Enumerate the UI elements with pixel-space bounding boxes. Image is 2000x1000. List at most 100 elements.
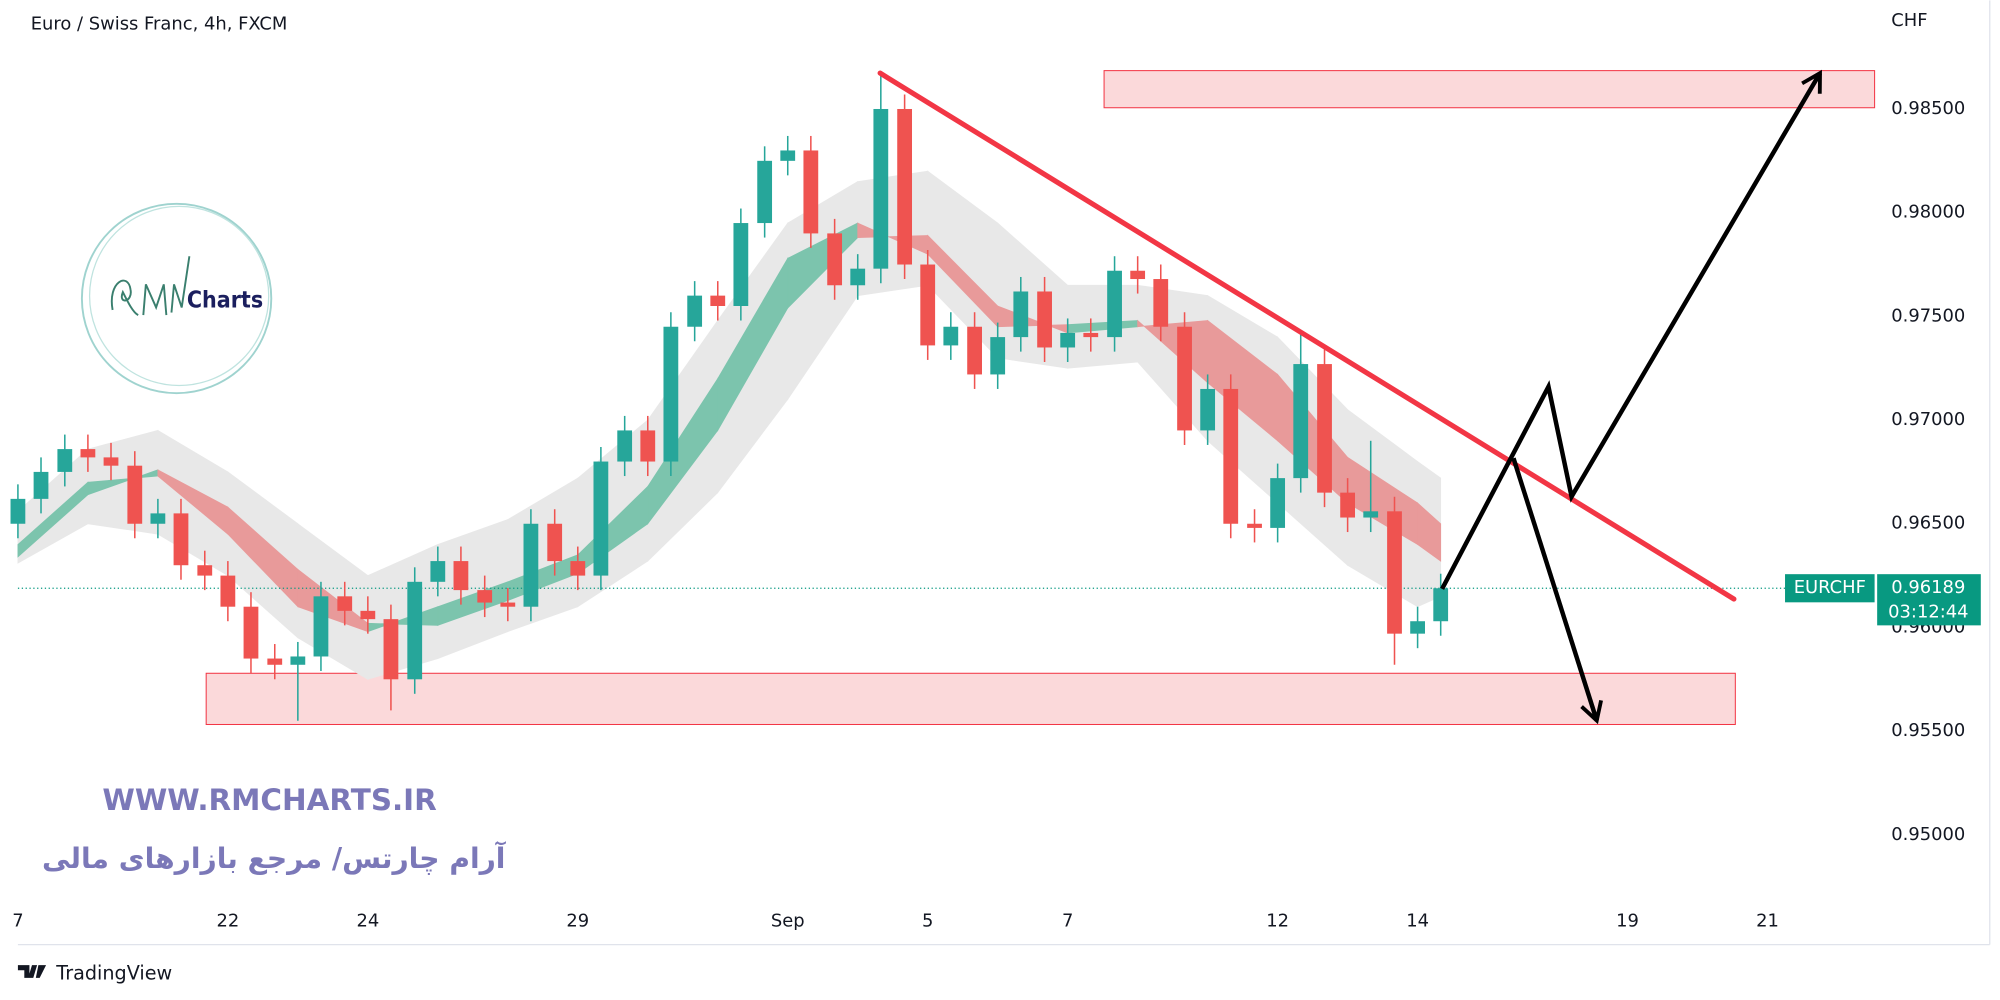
candle-body (1340, 492, 1356, 518)
currency-label: CHF (1891, 10, 1927, 31)
ribbon-fill (1417, 502, 1442, 562)
symbol-tag (1785, 574, 1875, 603)
candle-body (757, 160, 773, 224)
candle-body (850, 268, 866, 286)
zone (1103, 70, 1876, 109)
candle-body (1293, 364, 1309, 479)
candle-body (243, 606, 259, 659)
candle-body (1433, 588, 1449, 622)
x-tick-label: 24 (356, 911, 379, 932)
countdown-label: 03:12:44 (1888, 602, 1968, 623)
candle-body (990, 337, 1006, 375)
candle-body (663, 326, 679, 462)
candle-body (1107, 270, 1122, 338)
x-tick-label: 29 (566, 911, 589, 932)
symbol-label: EURCHF (1794, 577, 1866, 598)
y-tick-label: 0.95500 (1891, 720, 1965, 741)
x-tick-label: 22 (216, 911, 239, 932)
logo-ring (80, 202, 273, 395)
candle-body (10, 498, 26, 524)
candle-body (1317, 364, 1332, 493)
candle-body (197, 565, 213, 576)
projection-arrow (1511, 457, 1603, 725)
candle-body (1247, 523, 1262, 528)
candle-body (173, 513, 189, 566)
candle-body (1223, 388, 1239, 524)
candle-body (1013, 291, 1029, 338)
candle-body (687, 295, 703, 327)
candle-body (710, 295, 726, 307)
x-tick-label: 7 (1062, 911, 1073, 932)
candle-body (477, 590, 493, 603)
candle-body (1387, 511, 1402, 634)
candle-body (1363, 511, 1379, 518)
candle-body (127, 465, 143, 524)
candle-body (547, 523, 563, 562)
tradingview-logo: TradingView (17, 962, 172, 985)
candle-body (313, 596, 329, 657)
projection-arrow (1440, 69, 1822, 590)
candle-body (430, 561, 446, 582)
candle-body (1177, 326, 1192, 431)
zone (205, 672, 1736, 726)
chart-title: Euro / Swiss Franc, 4h, FXCM (31, 14, 288, 35)
candle-body (33, 471, 49, 499)
candle-body (1410, 621, 1425, 634)
candle-body (967, 326, 982, 375)
logo-mark (110, 256, 191, 316)
logo-ring (88, 205, 270, 387)
candle-body (1083, 332, 1099, 338)
candle-body (103, 457, 119, 466)
candle-body (267, 658, 283, 665)
candle-body (337, 596, 353, 611)
candle-body (150, 513, 166, 524)
price-label: 0.96189 (1891, 577, 1965, 598)
candle-body (1130, 270, 1146, 280)
y-tick-label: 0.98000 (1891, 202, 1965, 223)
trendline (877, 70, 1737, 602)
y-tick-label: 0.97500 (1891, 305, 1965, 326)
candle-body (1153, 279, 1169, 327)
x-tick-label: 14 (1406, 911, 1429, 932)
y-tick-label: 0.96500 (1891, 513, 1965, 534)
candle-body (640, 430, 656, 462)
candle-body (383, 619, 399, 680)
candle-body (1060, 332, 1076, 348)
candle-body (827, 233, 843, 286)
x-tick-label: Sep (771, 911, 805, 932)
candle-body (570, 561, 586, 576)
candle-body (733, 223, 749, 307)
x-tick-label: 12 (1266, 911, 1289, 932)
candle-body (943, 326, 959, 346)
candle-body (920, 264, 936, 346)
candle-body (290, 656, 306, 665)
candle-body (1270, 478, 1286, 528)
candle-body (780, 150, 796, 161)
watermark-url: WWW.RMCHARTS.IR (102, 783, 437, 817)
candle-body (220, 575, 236, 607)
price-tag (1877, 574, 1981, 626)
candle-body (1037, 291, 1052, 348)
candle-body (1200, 388, 1216, 431)
candle-body (500, 602, 516, 607)
y-tick-label: 0.98500 (1891, 98, 1965, 119)
x-tick-label: 19 (1616, 911, 1639, 932)
x-tick-label: 21 (1756, 911, 1779, 932)
candle-body (57, 449, 73, 472)
candle-body (803, 150, 819, 234)
candle-body (360, 610, 376, 620)
logo-text: Charts (187, 288, 263, 314)
y-tick-label: 0.95000 (1891, 824, 1965, 845)
x-tick-label: 5 (922, 911, 933, 932)
candle-body (617, 430, 633, 462)
plot-area (10, 69, 1876, 726)
candle-body (897, 108, 913, 265)
candle-body (453, 561, 469, 591)
candle-body (593, 461, 609, 576)
watermark-tagline: آرام چارتس/ مرجع بازارهای مالی (42, 841, 507, 875)
brand: TradingView (55, 962, 172, 985)
x-tick-label: 7 (12, 911, 23, 932)
candle-body (80, 449, 96, 458)
